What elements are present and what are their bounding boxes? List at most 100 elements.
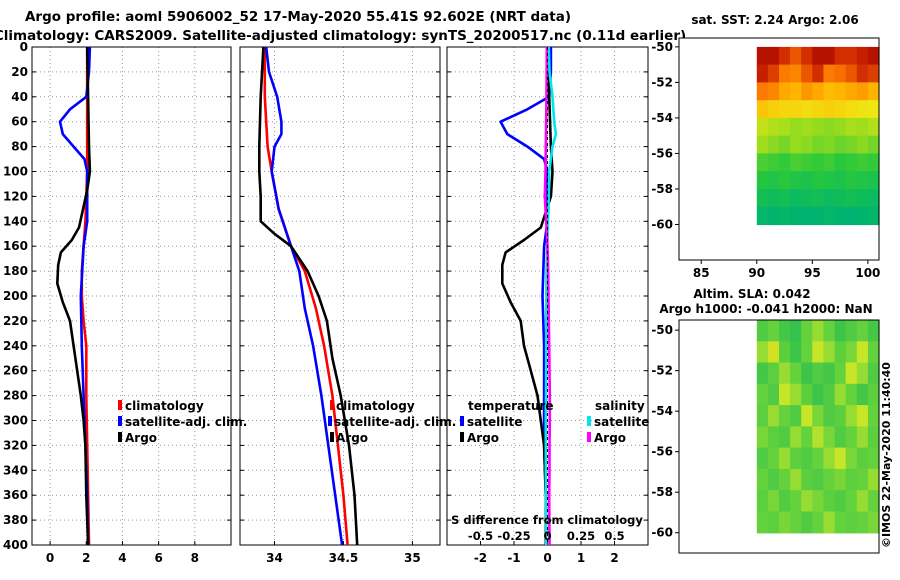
x-tick-label: 4	[118, 551, 126, 565]
difference-panel: -2 -1 0 1 2 S difference from climatology -0.5…	[446, 46, 649, 565]
map-cell	[834, 171, 847, 190]
map-cell	[834, 153, 847, 172]
legend-swatch-argo	[118, 432, 122, 442]
map-cell	[767, 341, 780, 364]
lat-tick-label: -58	[651, 182, 673, 196]
map-cell	[756, 82, 769, 101]
map-cell	[867, 320, 880, 342]
map-cell	[856, 320, 869, 342]
map-cell	[812, 64, 824, 83]
map-cell	[812, 171, 824, 190]
map-cell	[845, 64, 858, 83]
map-cell	[834, 135, 847, 155]
temperature-panel: 0204060801001201401601802002202402602803…	[3, 40, 232, 565]
map-cell	[856, 82, 869, 101]
map-cell	[812, 117, 824, 137]
depth-tick-label: 180	[3, 264, 28, 278]
legend-swatch-climatology	[330, 400, 334, 410]
map-border	[678, 37, 880, 261]
legend-label-sal-satellite: satellite	[594, 415, 649, 429]
secondary-axis-label: S difference from climatology	[451, 513, 643, 527]
map-cell	[856, 64, 869, 83]
map-cell	[823, 468, 836, 491]
legend-title-temperature: temperature	[468, 399, 553, 413]
map-cell	[834, 362, 847, 385]
map-cell	[801, 189, 813, 208]
map-cell	[856, 426, 869, 449]
depth-tick-label: 140	[3, 214, 28, 228]
lat-tick-label: -58	[651, 485, 673, 499]
map-cell	[867, 362, 880, 385]
depth-tick-label: 20	[11, 65, 28, 79]
credit-text: ©IMOS 22-May-2020 11:40:40	[880, 362, 893, 548]
map-cell	[779, 468, 791, 491]
difference-legend: temperature satellite Argo salinity sate…	[460, 399, 649, 445]
map-cell	[856, 511, 869, 534]
map-cell	[801, 341, 813, 364]
map-cell	[856, 189, 869, 208]
map-cell	[767, 362, 780, 385]
map-cell	[767, 153, 780, 172]
lon-tick-label: 95	[804, 266, 821, 280]
map-cell	[767, 82, 780, 101]
x-tick-label: 34.5	[329, 551, 359, 565]
lat-tick-label: -60	[651, 217, 673, 231]
map-cell	[756, 135, 769, 155]
map-cell	[756, 426, 769, 449]
map-cell	[779, 64, 791, 83]
x-tick-label: 2	[610, 551, 618, 565]
map-cell	[756, 100, 769, 119]
map-cell	[767, 447, 780, 470]
map-cell	[845, 383, 858, 406]
map-cell	[779, 189, 791, 208]
x-tick-label: 0	[543, 551, 551, 565]
map-cell	[823, 117, 836, 137]
map-cell	[756, 153, 769, 172]
salinity-panel: 34 34.5 35	[239, 46, 441, 565]
legend-label-sal-argo: Argo	[594, 431, 626, 445]
map-cell	[856, 383, 869, 406]
x-tick-label: -1	[507, 551, 520, 565]
map-cell	[812, 405, 824, 427]
map-cell	[845, 171, 858, 190]
map-cell	[812, 320, 824, 342]
map-cell	[867, 426, 880, 449]
series-line-argo	[257, 46, 359, 546]
map-cell	[856, 100, 869, 119]
map-cell	[845, 362, 858, 385]
map-cell	[756, 362, 769, 385]
map-cell	[856, 405, 869, 427]
map-cell	[867, 82, 880, 101]
map-cell	[823, 405, 836, 427]
map-cell	[834, 405, 847, 427]
secondary-tick-label: 0.5	[604, 529, 624, 543]
map-cell	[845, 153, 858, 172]
map-cell	[812, 447, 824, 470]
map-cell	[756, 206, 769, 226]
map-cell	[767, 135, 780, 155]
map-cell	[812, 189, 824, 208]
map-cell	[845, 490, 858, 513]
map-cell	[779, 206, 791, 226]
map-cell	[823, 426, 836, 449]
map-cell	[779, 100, 791, 119]
legend-label-climatology: climatology	[336, 399, 415, 413]
map-cell	[845, 405, 858, 427]
lat-tick-label: -56	[651, 445, 673, 459]
map-cell	[756, 383, 769, 406]
series-line-temperature-satellite	[499, 47, 553, 545]
map-cell	[823, 171, 836, 190]
map-cell	[812, 135, 824, 155]
depth-tick-label: 280	[3, 389, 28, 403]
map-cell	[801, 135, 813, 155]
depth-tick-label: 340	[3, 463, 28, 477]
map-cell	[867, 171, 880, 190]
map-cell	[845, 100, 858, 119]
map-cell	[856, 153, 869, 172]
map-cell	[767, 511, 780, 534]
map-cell	[845, 511, 858, 534]
map-cell	[767, 490, 780, 513]
map-cell	[823, 320, 836, 342]
x-tick-label: 34	[266, 551, 283, 565]
map-cell	[867, 189, 880, 208]
